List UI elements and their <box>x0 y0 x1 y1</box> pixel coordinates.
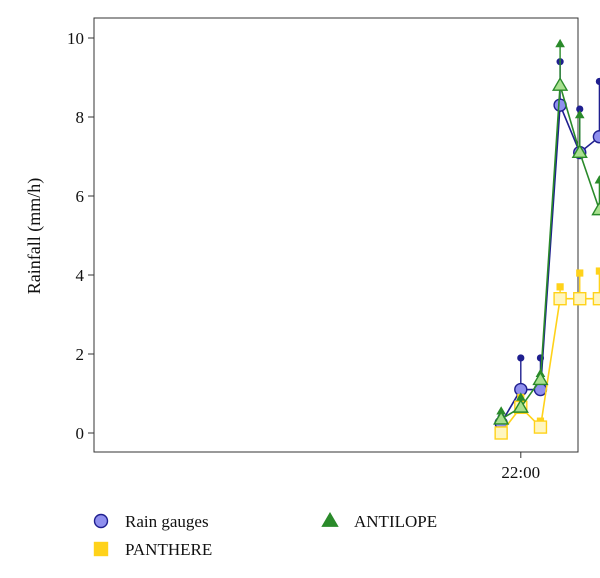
x-axis: 22:0003:0008:0013:0018:00 <box>501 452 600 482</box>
legend-label-antilope: ANTILOPE <box>354 512 437 531</box>
panthere-mean-marker <box>592 292 600 306</box>
legend-marker-antilope <box>321 511 339 527</box>
legend-marker-panthere <box>93 541 109 557</box>
plot-area: 0 2 4 6 8 10 22:0003:0008:0013:0018:00 <box>67 17 600 482</box>
antilope-mean-marker <box>551 76 569 91</box>
y-tick-label: 0 <box>76 424 85 443</box>
rain-gauges-max-marker <box>517 354 525 362</box>
panthere-mean-marker <box>553 292 567 306</box>
antilope-mean-marker <box>493 410 510 425</box>
antilope-mean-line <box>500 85 600 420</box>
panthere-max-marker <box>595 267 600 275</box>
y-tick-label: 6 <box>76 187 85 206</box>
antilope-mean-marker <box>591 201 600 216</box>
rain-gauges-mean-line <box>500 104 600 424</box>
legend-label-panthere: PANTHERE <box>125 540 212 559</box>
x-tick-label: 22:00 <box>501 463 540 482</box>
panthere-mean-marker <box>573 292 587 306</box>
antilope-mean-marker <box>512 398 529 413</box>
rain-gauges-max-marker <box>595 77 600 86</box>
antilope-mean-marker <box>532 371 549 386</box>
legend: Rain gauges PANTHERE ANTILOPE <box>93 511 437 559</box>
rain-gauges-mean-marker <box>592 130 600 144</box>
legend-item-rain-gauges: Rain gauges <box>93 512 209 531</box>
y-tick-label: 10 <box>67 29 84 48</box>
series-layer <box>493 38 600 440</box>
antilope-max-marker <box>555 38 565 48</box>
legend-label-rain-gauges: Rain gauges <box>125 512 209 531</box>
y-axis: 0 2 4 6 8 10 <box>67 29 94 443</box>
legend-item-panthere: PANTHERE <box>93 540 212 559</box>
y-tick-label: 2 <box>76 345 85 364</box>
antilope-mean-marker <box>571 144 588 159</box>
panthere-max-marker <box>556 283 564 291</box>
series-rain-gauges <box>494 58 600 430</box>
series-antilope <box>493 38 600 425</box>
antilope-max-marker <box>594 175 600 184</box>
panthere-mean-marker <box>533 420 548 434</box>
y-tick-label: 8 <box>76 108 85 127</box>
legend-item-antilope: ANTILOPE <box>321 511 437 531</box>
y-tick-label: 4 <box>76 266 85 285</box>
y-axis-title: Rainfall (mm/h) <box>24 178 45 294</box>
panthere-mean-marker <box>494 426 508 440</box>
panthere-max-marker <box>576 269 584 277</box>
plot-frame <box>93 17 579 453</box>
legend-marker-rain-gauges <box>93 513 109 529</box>
antilope-max-marker <box>574 109 585 119</box>
